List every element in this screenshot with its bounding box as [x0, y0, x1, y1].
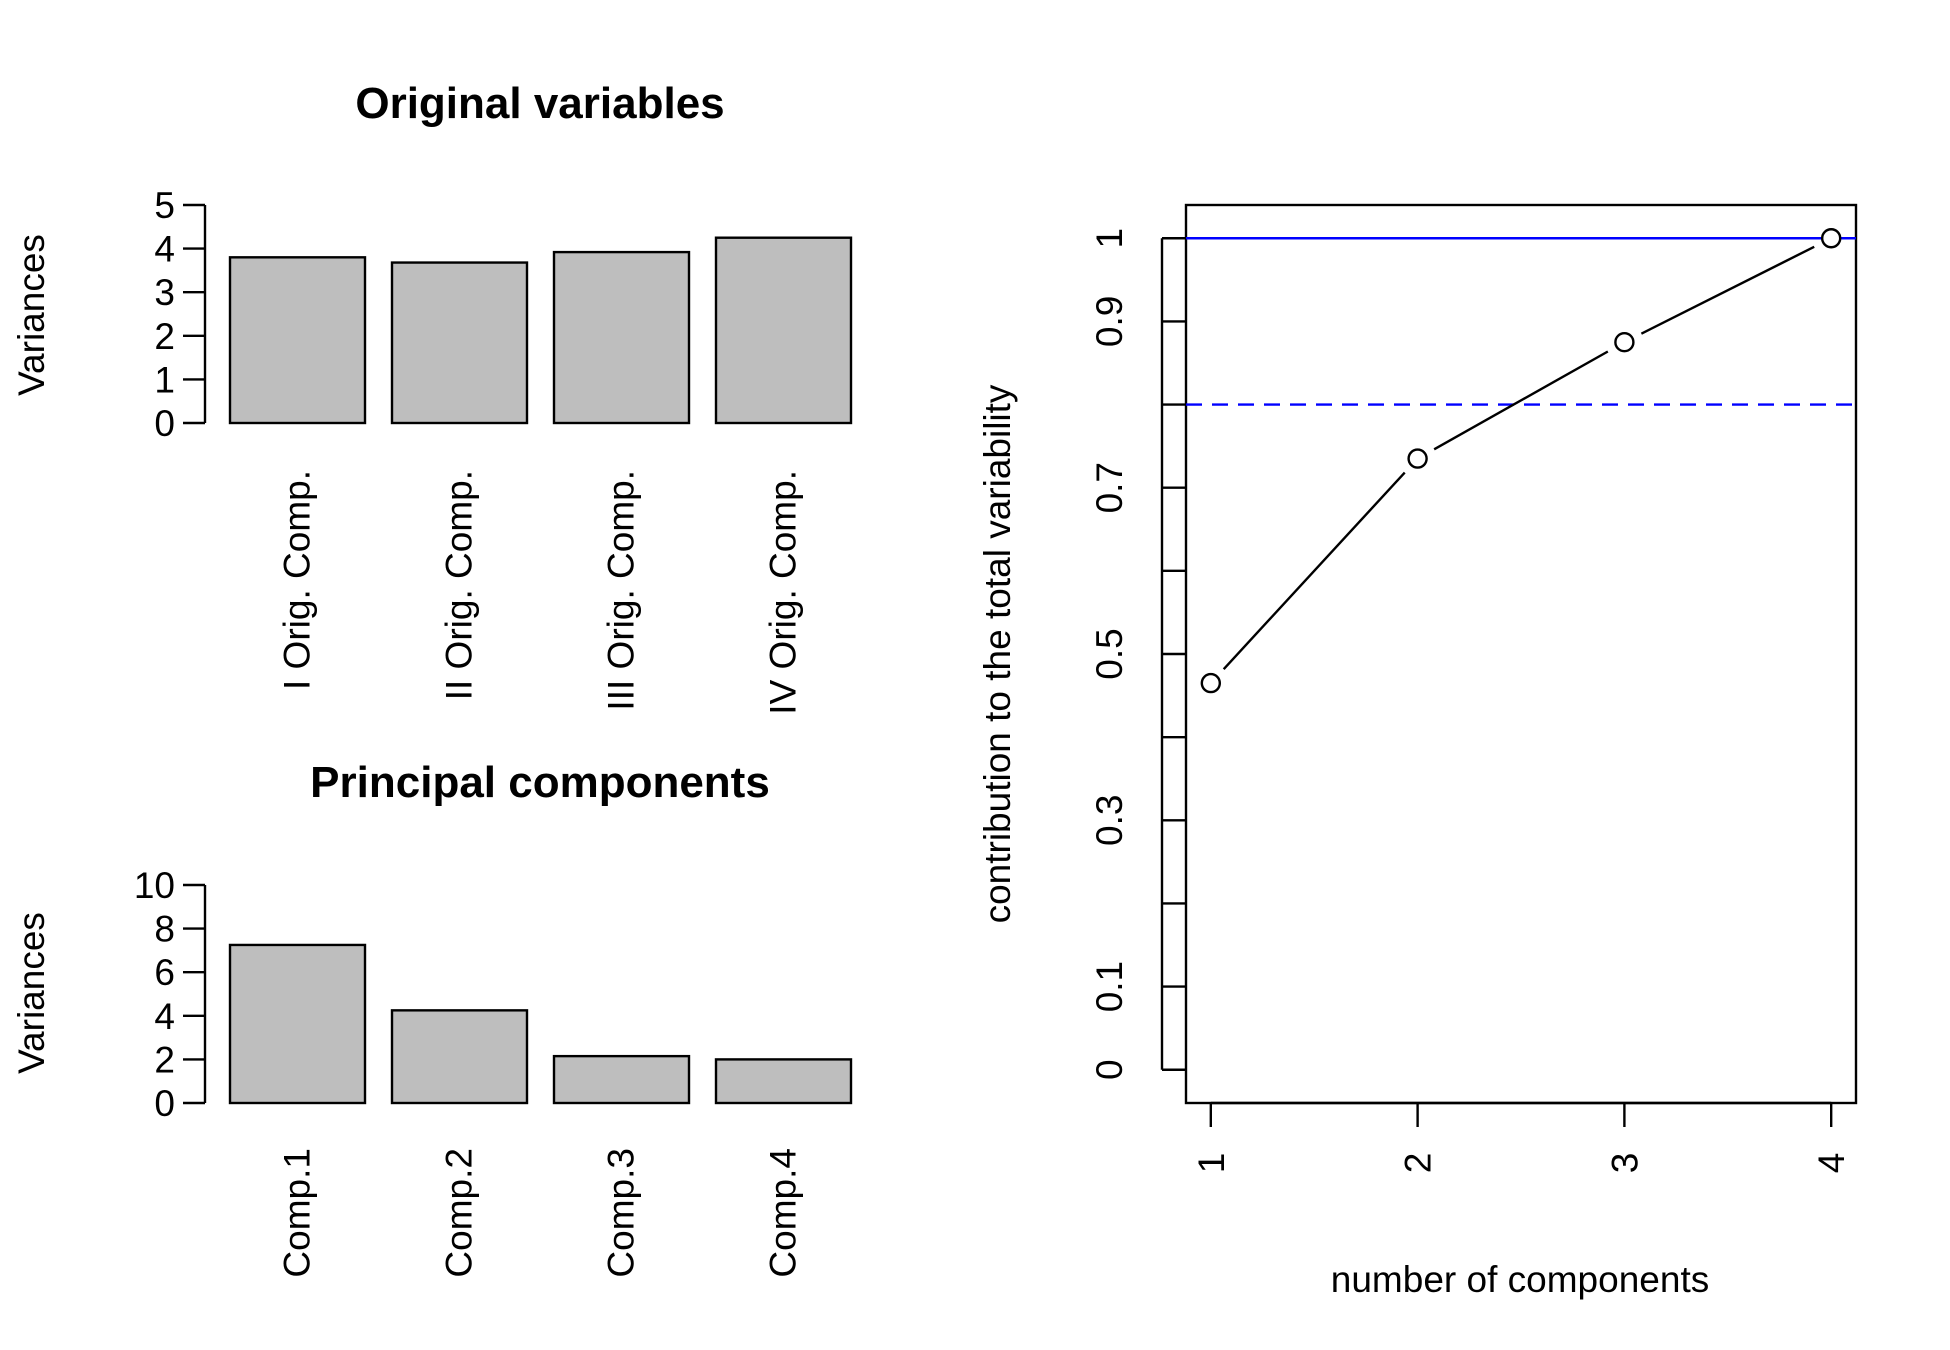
x-tick-label: 4	[1811, 1153, 1852, 1174]
series-line-segment	[1640, 245, 1815, 335]
data-point	[1614, 331, 1635, 353]
y-axis-label: Variances	[11, 912, 52, 1074]
y-tick-label: 0.5	[1089, 628, 1130, 679]
y-tick-label: 0	[154, 403, 175, 444]
chart-title: Original variables	[355, 79, 724, 128]
y-axis-label: contribution to the total variability	[977, 384, 1018, 923]
y-tick-label: 0.1	[1089, 961, 1130, 1012]
bar	[390, 261, 529, 425]
y-tick-label: 0.3	[1089, 795, 1130, 846]
data-point	[1200, 672, 1222, 694]
y-tick-label: 4	[154, 996, 175, 1037]
plot-frame	[1184, 203, 1858, 1105]
bar	[228, 943, 367, 1105]
x-tick-label: Comp.4	[763, 1148, 804, 1278]
x-tick-label: 3	[1604, 1153, 1645, 1174]
data-point	[1407, 448, 1428, 469]
x-axis-label: number of components	[1331, 1259, 1709, 1300]
y-tick-label: 1	[154, 359, 175, 400]
y-tick-label: 0.9	[1089, 296, 1130, 347]
bar	[552, 1054, 691, 1105]
x-tick-label: 2	[1398, 1153, 1439, 1174]
y-tick-label: 1	[1089, 228, 1130, 249]
x-tick-label: 1	[1191, 1153, 1232, 1174]
y-tick-label: 6	[154, 952, 175, 993]
x-tick-label: Comp.2	[439, 1148, 480, 1278]
x-tick-label: II Orig. Comp.	[439, 470, 480, 700]
bar	[228, 256, 367, 425]
x-tick-label: I Orig. Comp.	[277, 470, 318, 690]
bar	[714, 236, 853, 425]
cumulative-variability-chart: 0 0.1 0.3 0.5 0.7 0.9 1 1 2 3 4 number of compone…	[977, 203, 1858, 1300]
y-tick-label: 3	[154, 272, 175, 313]
bar	[552, 250, 691, 425]
data-point	[1820, 228, 1842, 249]
series-line-segment	[1222, 471, 1406, 670]
y-tick-label: 5	[154, 185, 175, 226]
y-tick-label: 2	[154, 316, 175, 357]
y-tick-label: 8	[154, 909, 175, 950]
y-tick-label: 0.7	[1089, 462, 1130, 513]
chart-title: Principal components	[310, 758, 770, 807]
x-tick-label: Comp.3	[601, 1148, 642, 1278]
bar	[390, 1009, 529, 1105]
y-tick-label: 2	[154, 1039, 175, 1080]
y-tick-label: 0	[154, 1083, 175, 1124]
x-tick-label: IV Orig. Comp.	[763, 470, 804, 715]
x-tick-label: Comp.1	[277, 1148, 318, 1278]
y-axis-label: Variances	[11, 234, 52, 396]
y-tick-label: 4	[154, 229, 175, 270]
bar	[714, 1058, 853, 1105]
x-tick-label: III Orig. Comp.	[601, 470, 642, 711]
y-tick-label: 0	[1089, 1059, 1130, 1080]
y-tick-label: 10	[134, 865, 175, 906]
series-line-segment	[1433, 350, 1609, 451]
